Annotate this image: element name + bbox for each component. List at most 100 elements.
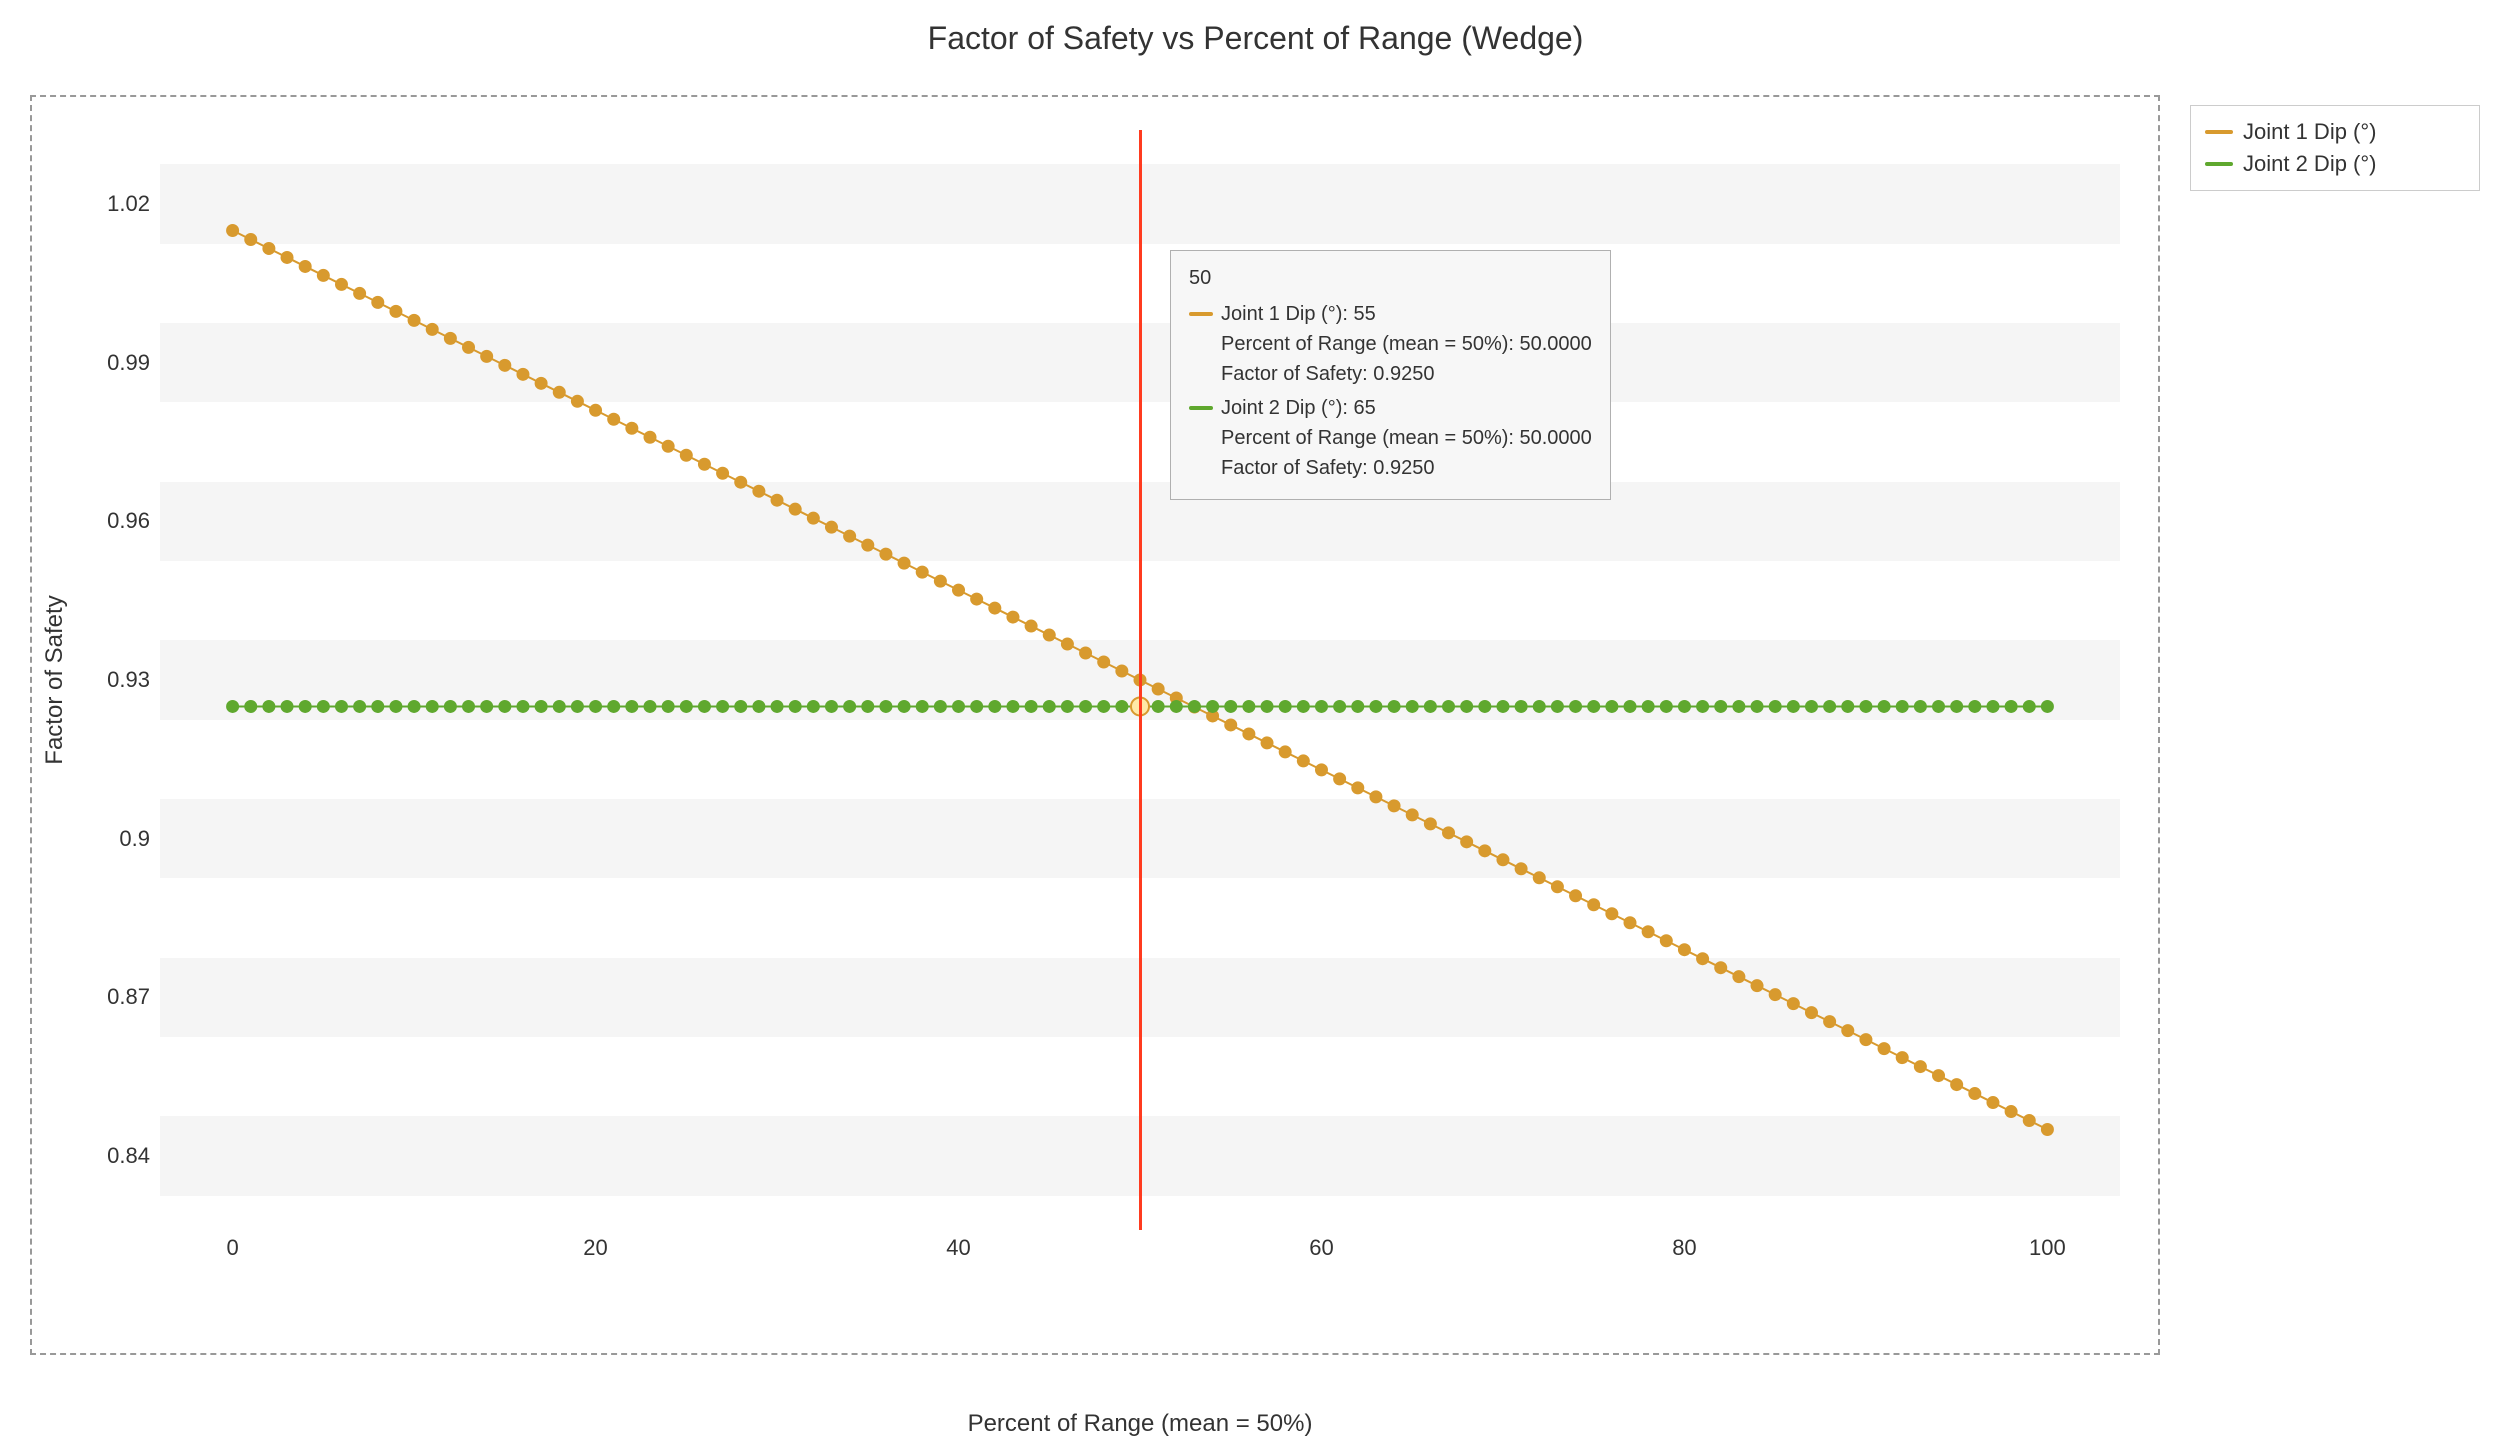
series-marker[interactable] xyxy=(607,700,620,713)
series-marker[interactable] xyxy=(244,233,257,246)
series-marker[interactable] xyxy=(226,700,239,713)
series-marker[interactable] xyxy=(1569,700,1582,713)
series-marker[interactable] xyxy=(335,700,348,713)
series-marker[interactable] xyxy=(1279,745,1292,758)
series-marker[interactable] xyxy=(2005,700,2018,713)
series-marker[interactable] xyxy=(625,700,638,713)
series-marker[interactable] xyxy=(1696,700,1709,713)
series-marker[interactable] xyxy=(1896,700,1909,713)
series-marker[interactable] xyxy=(789,700,802,713)
series-marker[interactable] xyxy=(1043,629,1056,642)
series-marker[interactable] xyxy=(353,700,366,713)
series-marker[interactable] xyxy=(1914,700,1927,713)
series-marker[interactable] xyxy=(262,242,275,255)
series-marker[interactable] xyxy=(1424,700,1437,713)
series-marker[interactable] xyxy=(1279,700,1292,713)
series-marker[interactable] xyxy=(1224,700,1237,713)
series-marker[interactable] xyxy=(1079,647,1092,660)
series-marker[interactable] xyxy=(1660,700,1673,713)
series-marker[interactable] xyxy=(444,332,457,345)
series-marker[interactable] xyxy=(716,467,729,480)
series-marker[interactable] xyxy=(1714,961,1727,974)
series-marker[interactable] xyxy=(1206,700,1219,713)
series-marker[interactable] xyxy=(952,584,965,597)
series-marker[interactable] xyxy=(1152,700,1165,713)
series-marker[interactable] xyxy=(825,700,838,713)
series-marker[interactable] xyxy=(843,530,856,543)
series-marker[interactable] xyxy=(1751,700,1764,713)
series-marker[interactable] xyxy=(970,700,983,713)
series-marker[interactable] xyxy=(1986,1096,1999,1109)
series-marker[interactable] xyxy=(371,296,384,309)
series-marker[interactable] xyxy=(807,700,820,713)
series-marker[interactable] xyxy=(1587,898,1600,911)
series-marker[interactable] xyxy=(589,404,602,417)
series-marker[interactable] xyxy=(589,700,602,713)
series-marker[interactable] xyxy=(752,485,765,498)
series-marker[interactable] xyxy=(861,700,874,713)
series-marker[interactable] xyxy=(1950,700,1963,713)
series-marker[interactable] xyxy=(879,700,892,713)
series-marker[interactable] xyxy=(625,422,638,435)
series-marker[interactable] xyxy=(1224,718,1237,731)
series-marker[interactable] xyxy=(1714,700,1727,713)
series-marker[interactable] xyxy=(1188,700,1201,713)
series-marker[interactable] xyxy=(1533,871,1546,884)
series-marker[interactable] xyxy=(1841,1024,1854,1037)
series-marker[interactable] xyxy=(281,700,294,713)
series-marker[interactable] xyxy=(1624,700,1637,713)
series-marker[interactable] xyxy=(1442,826,1455,839)
series-marker[interactable] xyxy=(1805,1006,1818,1019)
series-marker[interactable] xyxy=(1950,1078,1963,1091)
series-marker[interactable] xyxy=(1297,700,1310,713)
series-marker[interactable] xyxy=(1823,700,1836,713)
series-marker[interactable] xyxy=(1442,700,1455,713)
series-marker[interactable] xyxy=(480,350,493,363)
series-marker[interactable] xyxy=(2041,700,2054,713)
series-marker[interactable] xyxy=(1587,700,1600,713)
series-marker[interactable] xyxy=(1406,700,1419,713)
series-marker[interactable] xyxy=(970,593,983,606)
series-marker[interactable] xyxy=(1696,952,1709,965)
series-marker[interactable] xyxy=(1025,700,1038,713)
series-marker[interactable] xyxy=(571,395,584,408)
series-marker[interactable] xyxy=(1678,700,1691,713)
series-marker[interactable] xyxy=(1460,700,1473,713)
series-marker[interactable] xyxy=(1496,700,1509,713)
series-marker[interactable] xyxy=(1732,970,1745,983)
series-marker[interactable] xyxy=(516,700,529,713)
series-marker[interactable] xyxy=(952,700,965,713)
series-marker[interactable] xyxy=(1642,925,1655,938)
series-marker[interactable] xyxy=(1551,700,1564,713)
series-marker[interactable] xyxy=(1478,844,1491,857)
series-marker[interactable] xyxy=(1605,907,1618,920)
series-marker[interactable] xyxy=(281,251,294,264)
series-marker[interactable] xyxy=(662,440,675,453)
series-marker[interactable] xyxy=(1170,700,1183,713)
series-marker[interactable] xyxy=(934,575,947,588)
series-marker[interactable] xyxy=(879,548,892,561)
series-marker[interactable] xyxy=(1678,943,1691,956)
series-marker[interactable] xyxy=(2005,1105,2018,1118)
series-marker[interactable] xyxy=(2023,1114,2036,1127)
series-marker[interactable] xyxy=(408,314,421,327)
series-marker[interactable] xyxy=(1515,700,1528,713)
series-marker[interactable] xyxy=(825,521,838,534)
series-marker[interactable] xyxy=(1769,700,1782,713)
series-marker[interactable] xyxy=(480,700,493,713)
series-marker[interactable] xyxy=(317,700,330,713)
series-marker[interactable] xyxy=(789,503,802,516)
series-marker[interactable] xyxy=(317,269,330,282)
series-marker[interactable] xyxy=(1787,700,1800,713)
series-marker[interactable] xyxy=(1242,700,1255,713)
series-marker[interactable] xyxy=(1878,1042,1891,1055)
series-marker[interactable] xyxy=(898,700,911,713)
series-marker[interactable] xyxy=(1986,700,1999,713)
series-marker[interactable] xyxy=(516,368,529,381)
series-marker[interactable] xyxy=(680,449,693,462)
series-marker[interactable] xyxy=(898,557,911,570)
series-marker[interactable] xyxy=(1097,656,1110,669)
series-marker[interactable] xyxy=(734,476,747,489)
series-marker[interactable] xyxy=(1061,638,1074,651)
series-marker[interactable] xyxy=(1152,682,1165,695)
